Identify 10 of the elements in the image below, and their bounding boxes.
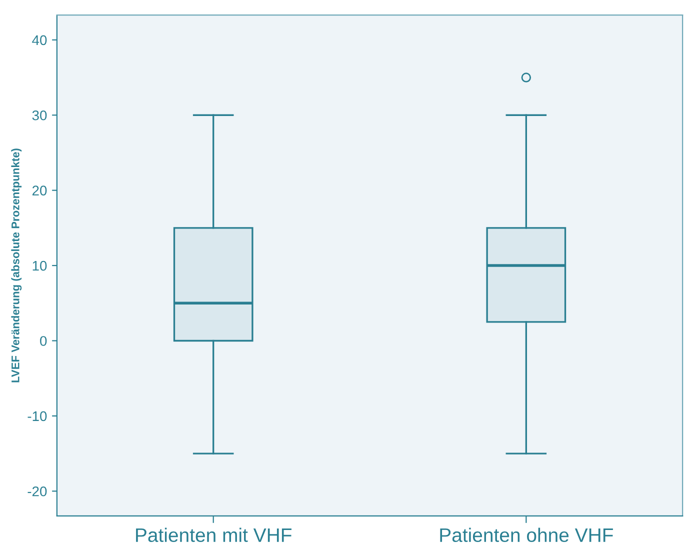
- y-tick-label: 30: [32, 110, 47, 120]
- y-tick-label: 40: [32, 35, 47, 46]
- x-tick-label: Patienten ohne VHF: [440, 528, 613, 542]
- y-tick-label: -20: [28, 486, 47, 496]
- x-tick-label: Patienten mit VHF: [136, 528, 292, 542]
- y-tick-label: 20: [32, 186, 47, 196]
- y-tick-label: 10: [32, 260, 47, 271]
- y-tick-label: 0: [40, 336, 47, 346]
- y-axis-title: LVEF Veränderung (absolute Prozentpunkte): [11, 148, 22, 382]
- y-tick-label: -10: [28, 411, 47, 422]
